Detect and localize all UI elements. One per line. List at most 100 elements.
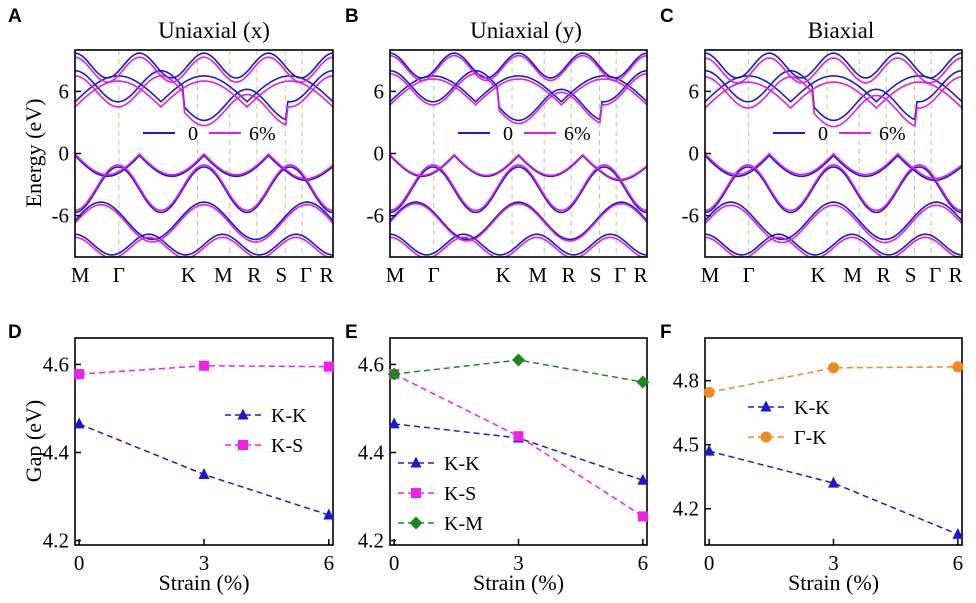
- band-strained-2: [74, 80, 334, 108]
- data-point: [199, 360, 209, 371]
- xtick-label: 6: [638, 551, 649, 575]
- band-strained-5: [74, 203, 334, 243]
- band-strained-0: [389, 72, 648, 125]
- xtick-label: 6: [324, 551, 335, 575]
- series-line-γ-k: [708, 366, 958, 394]
- band-unstrained-2: [389, 75, 648, 103]
- legend-marker: [760, 431, 772, 443]
- kpoint-label: M: [701, 263, 720, 287]
- band-unstrained-4: [74, 166, 334, 214]
- panel-title: Biaxial: [808, 18, 874, 43]
- band-unstrained-0: [704, 69, 963, 122]
- kpoint-label: Γ: [929, 263, 941, 287]
- ytick-label: 4.2: [358, 529, 384, 553]
- kpoint-label: M: [386, 263, 405, 287]
- gap-chart-e: E 0 3 6 4.2 4.4 4.6 Strain (%) K-K K-S K-M: [345, 322, 650, 595]
- band-unstrained-5: [704, 201, 963, 241]
- band-unstrained-4: [704, 166, 963, 214]
- kpoint-label: S: [590, 263, 602, 287]
- y-axis-label: Gap (eV): [21, 400, 46, 482]
- data-point: [512, 353, 525, 367]
- legend-marker: [409, 516, 423, 530]
- band-unstrained-6: [389, 233, 648, 256]
- band-strained-4: [389, 164, 648, 212]
- data-point: [952, 361, 964, 373]
- panel-letter: A: [8, 6, 22, 27]
- y-axis-label: Energy (eV): [21, 99, 46, 208]
- gap-chart-f: F 0 3 6 4.2 4.5 4.8 Strain (%) K-K Γ-K: [660, 322, 964, 595]
- ytick-label: 0: [689, 142, 700, 166]
- x-axis-label: Strain (%): [473, 570, 564, 595]
- panel-letter: E: [345, 322, 358, 343]
- ytick-label: 4.2: [673, 497, 699, 521]
- band-strained-3: [74, 152, 334, 180]
- legend-marker: [237, 408, 249, 420]
- ytick-label: 6: [59, 79, 70, 103]
- band-strained-1: [389, 54, 648, 82]
- band-unstrained-3: [74, 154, 334, 182]
- legend-label: 0: [188, 123, 198, 145]
- ytick-label: -6: [367, 204, 385, 228]
- band-strained-0: [704, 76, 963, 128]
- band-strained-2: [389, 78, 648, 107]
- legend-label: K-K: [444, 453, 480, 475]
- kpoint-label: Γ: [113, 263, 125, 287]
- legend-label: 6%: [879, 123, 906, 145]
- data-point: [198, 468, 210, 480]
- panel-letter: C: [660, 6, 674, 27]
- band-strained-5: [389, 202, 648, 242]
- kpoint-label: R: [562, 263, 576, 287]
- ytick-label: 4.5: [673, 433, 699, 457]
- data-point: [637, 511, 648, 522]
- kpoint-label: K: [181, 263, 196, 287]
- band-unstrained-1: [389, 52, 648, 79]
- legend-label: 6%: [249, 123, 276, 145]
- kpoint-label: M: [843, 263, 862, 287]
- data-point: [828, 476, 839, 488]
- legend-label: K-S: [444, 483, 476, 505]
- data-point: [703, 386, 715, 398]
- legend-label: 6%: [564, 123, 591, 145]
- kpoint-label: R: [877, 263, 891, 287]
- legend-label: 0: [503, 123, 513, 145]
- ytick-label: 0: [374, 142, 385, 166]
- kpoint-label: R: [247, 263, 261, 287]
- band-unstrained-5: [389, 201, 648, 241]
- kpoint-label: M: [71, 263, 90, 287]
- gap-chart-d: D 0 3 6 4.2 4.4 4.6 Strain (%) Gap (eV) K-K K-S: [8, 322, 335, 595]
- kpoint-label: M: [214, 263, 233, 287]
- xtick-label: 3: [513, 551, 524, 575]
- data-point: [323, 508, 335, 520]
- xtick-label: 0: [74, 551, 85, 575]
- data-point: [388, 417, 400, 429]
- xtick-label: 0: [704, 551, 715, 575]
- panel-title: Uniaxial (y): [470, 18, 582, 43]
- kpoint-label: M: [528, 263, 547, 287]
- xtick-label: 3: [828, 551, 839, 575]
- ytick-label: 4.4: [43, 441, 70, 465]
- panel-letter: B: [345, 6, 359, 27]
- band-strained-3: [389, 153, 648, 181]
- band-strained-0: [74, 75, 334, 127]
- data-point: [637, 473, 649, 485]
- ytick-label: 6: [374, 79, 385, 103]
- xtick-label: 6: [953, 551, 964, 575]
- legend-label: 0: [818, 123, 828, 145]
- ytick-label: 4.6: [358, 352, 384, 376]
- band-unstrained-5: [74, 201, 334, 241]
- panel-title: Uniaxial (x): [158, 18, 270, 43]
- data-point: [73, 417, 85, 429]
- xtick-label: 3: [199, 551, 210, 575]
- legend-marker: [410, 456, 422, 468]
- ytick-label: 4.4: [358, 441, 385, 465]
- band-unstrained-0: [74, 69, 334, 122]
- x-axis-label: Strain (%): [158, 570, 249, 595]
- band-unstrained-1: [704, 52, 963, 79]
- kpoint-label: R: [949, 263, 963, 287]
- x-axis-label: Strain (%): [788, 570, 879, 595]
- data-point: [513, 431, 524, 442]
